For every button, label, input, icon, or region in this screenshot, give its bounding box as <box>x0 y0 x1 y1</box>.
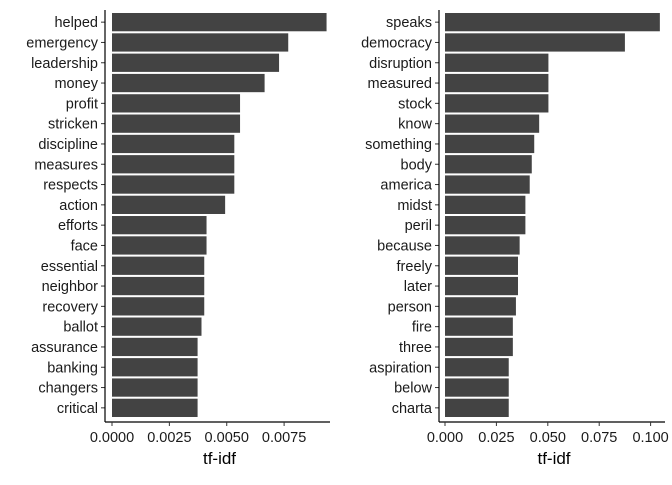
bar-body <box>445 155 532 174</box>
bar-banking <box>112 358 198 377</box>
y-tick-label-democracy: democracy <box>361 35 433 51</box>
y-tick-label-money: money <box>54 76 98 92</box>
bar-face <box>112 236 207 255</box>
x-tick-label: 0.0000 <box>90 430 134 446</box>
y-tick-label-recovery: recovery <box>42 299 98 315</box>
bar-stock <box>445 94 549 113</box>
y-tick-label-respects: respects <box>43 178 98 194</box>
bar-essential <box>112 256 205 275</box>
x-tick-label: 0.0025 <box>147 430 191 446</box>
y-tick-label-changers: changers <box>38 381 98 397</box>
bar-charta <box>445 398 509 417</box>
y-tick-label-essential: essential <box>41 259 98 275</box>
panel-1: helped emergency leadership money profit stri… <box>26 10 330 468</box>
bar-peril <box>445 216 526 235</box>
bar-fire <box>445 317 513 336</box>
y-tick-label-action: action <box>59 198 98 214</box>
y-tick-label-leadership: leadership <box>31 56 98 72</box>
bar-three <box>445 337 513 357</box>
y-tick-label-helped: helped <box>54 15 98 31</box>
bar-discipline <box>112 134 235 154</box>
y-tick-label-fire: fire <box>412 320 432 336</box>
bar-ballot <box>112 317 202 336</box>
bar-changers <box>112 378 198 397</box>
y-tick-label-person: person <box>388 299 432 315</box>
y-tick-label-face: face <box>71 238 98 254</box>
bar-aspiration <box>445 358 509 377</box>
y-tick-label-three: three <box>399 340 432 356</box>
y-tick-label-know: know <box>398 117 432 133</box>
x-tick-label: 0.075 <box>581 430 617 446</box>
x-axis-title: tf-idf <box>203 449 236 468</box>
bar-leadership <box>112 53 280 72</box>
x-tick-label: 0.0050 <box>205 430 249 446</box>
bar-midst <box>445 195 526 214</box>
bar-recovery <box>112 297 205 316</box>
bar-profit <box>112 94 241 113</box>
y-tick-label-below: below <box>394 381 432 397</box>
y-tick-label-measures: measures <box>34 157 98 173</box>
x-tick-label: 0.0075 <box>262 430 306 446</box>
y-tick-label-disruption: disruption <box>369 56 432 72</box>
y-tick-label-assurance: assurance <box>31 340 98 356</box>
bar-stricken <box>112 114 241 133</box>
y-tick-label-aspiration: aspiration <box>369 360 432 376</box>
y-tick-label-discipline: discipline <box>38 137 98 153</box>
bar-something <box>445 134 535 154</box>
bar-measured <box>445 73 549 93</box>
bar-later <box>445 276 518 296</box>
bar-know <box>445 114 540 133</box>
bar-disruption <box>445 53 549 72</box>
y-tick-label-speaks: speaks <box>386 15 432 31</box>
bar-efforts <box>112 216 207 235</box>
y-tick-label-profit: profit <box>66 96 98 112</box>
y-tick-label-because: because <box>377 238 432 254</box>
bar-emergency <box>112 33 289 52</box>
bar-money <box>112 73 265 93</box>
bar-action <box>112 195 226 214</box>
x-axis-title: tf-idf <box>537 449 570 468</box>
bar-freely <box>445 256 518 275</box>
y-tick-label-peril: peril <box>405 218 432 234</box>
bar-democracy <box>445 33 625 52</box>
y-tick-label-something: something <box>365 137 432 153</box>
y-tick-label-measured: measured <box>368 76 432 92</box>
y-tick-label-body: body <box>401 157 433 173</box>
bar-assurance <box>112 337 198 357</box>
bar-speaks <box>445 13 660 32</box>
x-tick-label: 0.000 <box>427 430 463 446</box>
y-tick-label-america: america <box>380 178 433 194</box>
x-tick-label: 0.025 <box>478 430 514 446</box>
y-tick-label-critical: critical <box>57 401 98 417</box>
bar-helped <box>112 13 327 32</box>
y-tick-label-stock: stock <box>398 96 433 112</box>
bar-respects <box>112 175 235 194</box>
x-tick-label: 0.100 <box>632 430 668 446</box>
y-tick-label-banking: banking <box>47 360 98 376</box>
bar-measures <box>112 155 235 174</box>
y-tick-label-charta: charta <box>392 401 433 417</box>
y-tick-label-later: later <box>404 279 432 295</box>
panel-2: speaks democracy disruption measured stock kn… <box>361 10 669 468</box>
y-tick-label-emergency: emergency <box>26 35 98 51</box>
bar-below <box>445 378 509 397</box>
bar-because <box>445 236 520 255</box>
y-tick-label-neighbor: neighbor <box>42 279 99 295</box>
x-tick-label: 0.050 <box>530 430 566 446</box>
y-tick-label-freely: freely <box>397 259 433 275</box>
y-tick-label-stricken: stricken <box>48 117 98 133</box>
y-tick-label-ballot: ballot <box>63 320 98 336</box>
y-tick-label-midst: midst <box>397 198 432 214</box>
bar-critical <box>112 398 198 417</box>
y-tick-label-efforts: efforts <box>58 218 98 234</box>
bar-america <box>445 175 530 194</box>
bar-person <box>445 297 516 316</box>
bar-neighbor <box>112 276 205 296</box>
